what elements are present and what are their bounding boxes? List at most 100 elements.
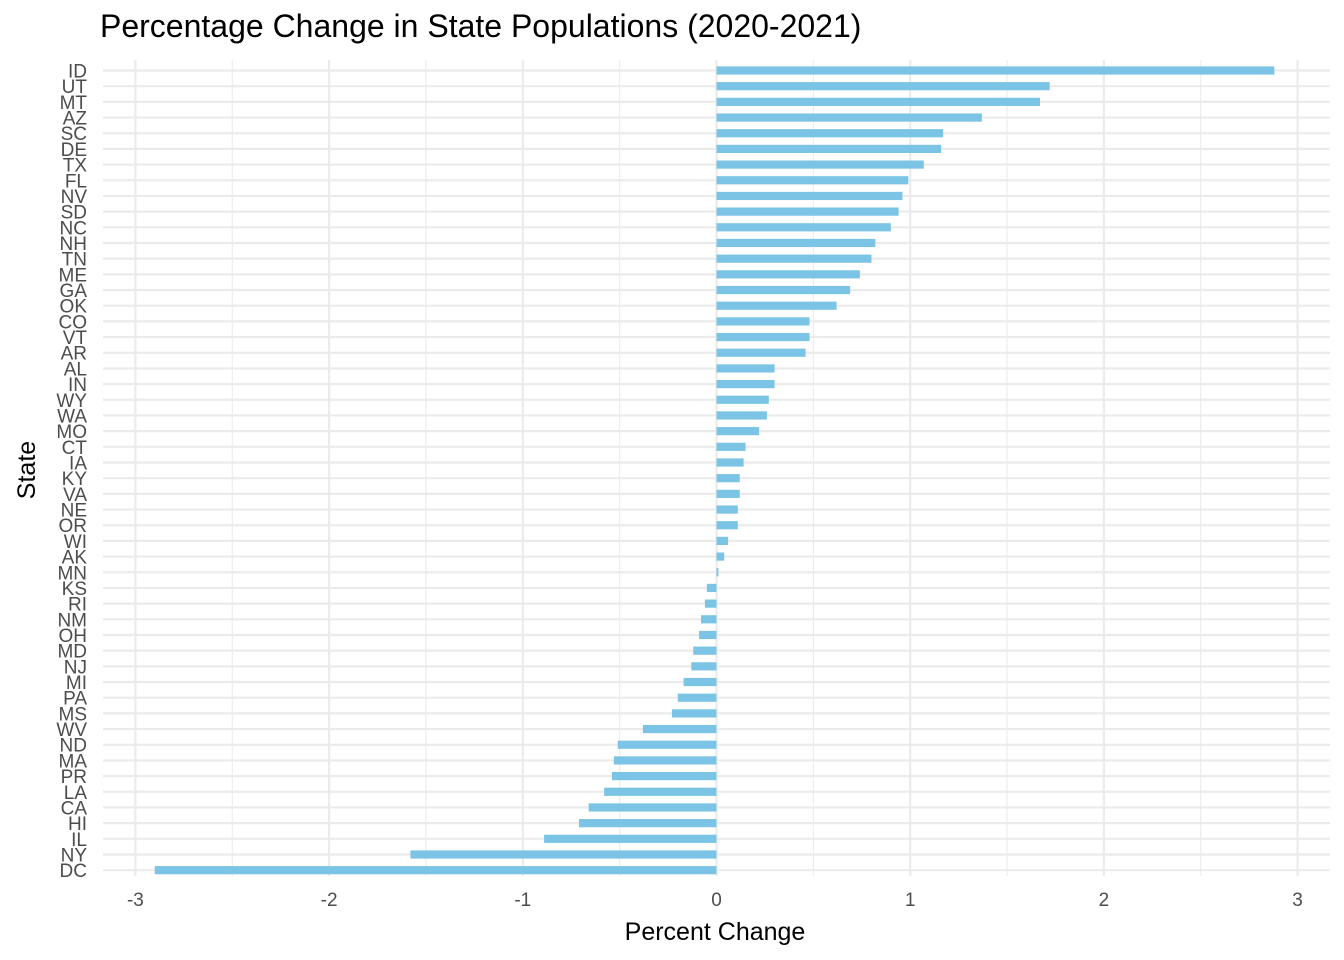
bar-nc [716,223,891,232]
bar-la [604,787,717,796]
bar-ct [716,442,746,451]
bar-md [693,646,717,655]
x-tick-label: 1 [905,890,916,911]
y-tick-label: OR [59,516,88,537]
y-tick-label: HI [68,814,87,835]
bar-sd [716,207,899,216]
y-tick-label: DE [61,140,87,161]
bar-vt [716,332,810,342]
x-tick-label: 0 [711,890,722,911]
chart-title: Percentage Change in State Populations (… [100,8,862,44]
y-tick-label: CO [59,312,88,333]
bar-ks [706,583,717,593]
bar-mn [716,568,719,577]
bar-hi [578,819,717,828]
bar-ia [716,458,744,467]
y-tick-label: AL [64,359,87,380]
y-tick-label: WI [64,532,87,553]
bar-ma [613,756,717,765]
bar-ga [716,285,851,295]
y-tick-label: CT [62,438,88,459]
y-tick-label: KY [62,469,88,490]
bar-me [716,270,860,279]
y-tick-label: WA [57,406,87,427]
bar-co [716,317,810,326]
bar-fl [716,176,909,185]
y-tick-label: SC [61,124,87,145]
bar-ar [716,348,806,357]
y-tick-label: IN [68,375,87,396]
x-tick-labels: -3 -2 -1 0 1 2 3 [127,890,1303,911]
bar-ms [671,709,717,718]
bar-wa [716,411,767,420]
bars [154,66,1275,875]
bar-ri [704,599,717,608]
y-tick-label: AK [62,548,88,569]
y-tick-label: IA [69,454,87,475]
bar-wy [716,395,769,404]
bar-mo [716,427,760,436]
bar-id [716,66,1275,75]
x-tick-label: 3 [1292,890,1303,911]
bar-ak [716,552,725,561]
x-tick-label: -3 [127,890,144,911]
bar-nd [617,740,717,749]
x-tick-label: 2 [1099,890,1110,911]
y-tick-label: VA [63,485,87,506]
y-tick-label: AZ [63,109,88,130]
y-tick-label: FL [65,171,87,192]
y-tick-label: MI [66,673,87,694]
y-tick-label: VT [63,328,88,349]
y-tick-labels: IDUTMTAZSCDETXFLNVSDNCNHTNMEGAOKCOVTARAL… [56,62,87,883]
y-tick-label: NJ [64,657,87,678]
y-tick-label: NY [61,846,88,867]
bar-dc [154,866,717,875]
bar-nj [691,662,717,671]
y-tick-label: SD [61,203,87,224]
bar-al [716,364,775,373]
y-tick-label: WY [56,391,87,412]
y-tick-label: NE [61,501,87,522]
y-tick-label: AR [61,344,87,365]
bar-wv [642,724,717,734]
y-tick-label: ND [60,736,87,757]
bar-sc [716,129,944,138]
y-tick-label: MS [59,704,88,725]
x-tick-label: -2 [321,890,338,911]
y-tick-label: WV [56,720,87,741]
y-tick-label: MA [59,751,88,772]
y-axis-title: State [13,441,41,499]
bar-ut [716,82,1050,91]
bar-mi [683,677,717,687]
bar-pr [611,772,717,781]
bar-pa [677,693,717,702]
bar-oh [699,630,717,640]
x-tick-label: -1 [514,890,531,911]
y-tick-label: NM [57,610,87,631]
bar-nv [716,191,903,201]
y-tick-label: TX [63,156,88,177]
y-tick-label: PA [63,689,87,710]
y-tick-label: OH [59,626,88,647]
y-tick-label: TN [62,250,87,271]
y-tick-label: NC [60,218,87,239]
y-tick-label: NV [61,187,88,208]
bar-mt [716,97,1040,106]
y-tick-label: MN [57,563,87,584]
y-tick-label: RI [68,595,87,616]
y-tick-label: MT [60,93,88,114]
bar-ny [410,850,717,859]
bar-ok [716,301,837,310]
y-tick-label: OK [60,297,88,318]
y-tick-label: PR [61,767,87,788]
x-axis-title: Percent Change [625,918,806,946]
bar-az [716,113,982,122]
y-tick-label: MO [56,422,87,443]
y-tick-label: IL [71,830,87,851]
y-tick-label: NH [60,234,87,255]
y-tick-label: UT [62,77,88,98]
bar-ne [716,505,738,514]
y-tick-label: LA [64,783,88,804]
bar-wi [716,536,729,545]
